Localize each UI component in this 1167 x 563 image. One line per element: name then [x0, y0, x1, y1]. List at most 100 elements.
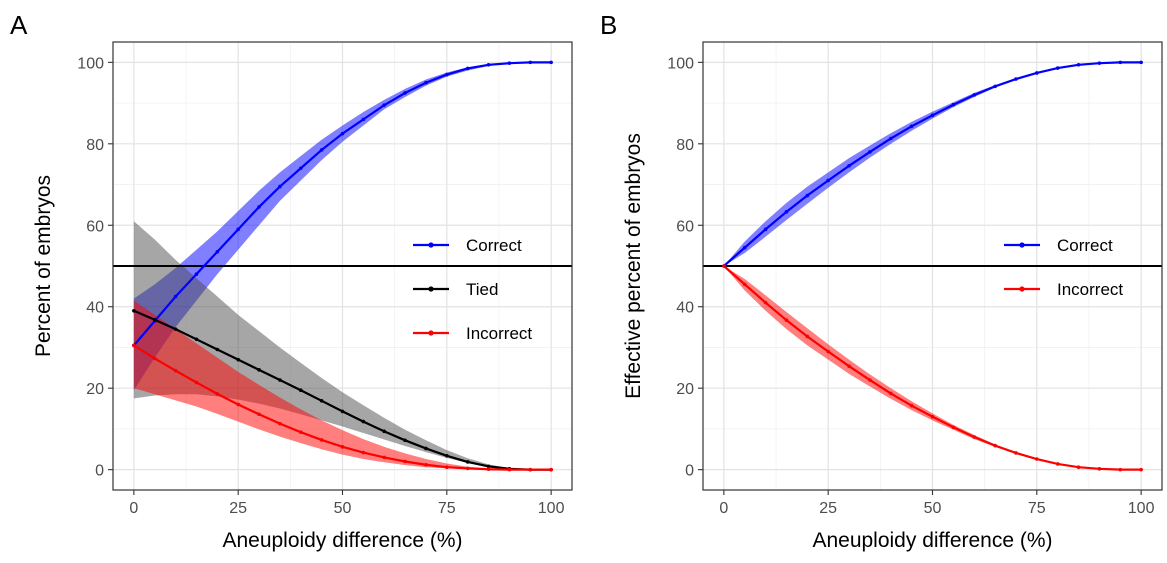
y-tick-label: 100 [667, 55, 694, 72]
data-point [403, 91, 407, 95]
data-point [486, 464, 491, 469]
data-point [403, 438, 407, 443]
band-tied [133, 221, 552, 470]
data-point [951, 102, 956, 107]
data-point [424, 462, 428, 467]
data-point [382, 429, 387, 434]
data-point [152, 317, 157, 322]
legend-label: Correct [466, 236, 522, 255]
data-point [805, 334, 810, 339]
data-point [236, 402, 240, 407]
band-correct [133, 62, 552, 391]
data-point [298, 166, 303, 171]
series-incorrect [132, 343, 553, 472]
data-point [972, 435, 977, 439]
series-tied [132, 309, 553, 472]
data-point [930, 113, 935, 118]
data-point [173, 294, 178, 299]
data-point [784, 318, 789, 322]
data-point [361, 419, 366, 424]
data-point [909, 124, 914, 129]
data-point [909, 403, 914, 408]
legend-key-point [428, 286, 434, 292]
data-point [1118, 60, 1123, 65]
x-tick-label: 75 [1028, 500, 1046, 517]
data-point [722, 264, 726, 268]
legend-label: Tied [466, 280, 498, 299]
data-point [152, 356, 157, 361]
data-point [236, 357, 240, 362]
data-point [445, 72, 449, 77]
data-point [930, 414, 935, 419]
x-tick-label: 50 [334, 500, 352, 517]
data-point [1014, 451, 1018, 455]
data-point [382, 103, 387, 107]
data-point [278, 184, 282, 189]
data-point [1139, 467, 1143, 472]
axes: 0 25 50 75 100 0 20 40 60 80 100 [77, 55, 564, 517]
data-point [1076, 63, 1081, 67]
legend-label: Incorrect [466, 324, 532, 343]
data-point [465, 66, 470, 71]
x-tick-label: 25 [229, 500, 247, 517]
y-tick-label: 0 [95, 463, 104, 480]
data-point [194, 337, 199, 342]
legend-key-point [1019, 286, 1025, 292]
data-point [1035, 71, 1039, 75]
data-point [972, 93, 977, 97]
data-point [382, 455, 387, 460]
x-axis-title: Aneuploidy difference (%) [222, 529, 462, 552]
y-tick-label: 60 [676, 218, 694, 235]
data-point [528, 467, 533, 472]
data-point [319, 148, 324, 152]
band-incorrect [133, 300, 552, 470]
data-point [132, 309, 136, 313]
data-point [951, 425, 956, 430]
x-tick-label: 100 [538, 500, 565, 517]
y-tick-label: 0 [685, 463, 694, 480]
data-point [1076, 465, 1081, 469]
data-point [340, 409, 345, 414]
data-point [507, 61, 512, 65]
data-point [132, 343, 136, 348]
data-point [361, 117, 366, 122]
data-point [1118, 467, 1123, 472]
data-point [993, 443, 997, 448]
data-point [465, 460, 470, 464]
series-incorrect [722, 264, 1143, 472]
panel-b: 0 25 50 75 100 0 20 40 60 80 100 Aneuploidy differe… [600, 10, 1163, 552]
y-tick-label: 20 [86, 381, 104, 398]
data-point [763, 300, 768, 305]
y-tick-label: 80 [86, 137, 104, 154]
data-point [215, 249, 220, 254]
data-point [257, 412, 261, 417]
y-axis-title: Effective percent of embryos [622, 133, 645, 399]
data-point [826, 349, 830, 354]
data-point [1014, 77, 1018, 81]
legend: Correct Incorrect [1004, 236, 1123, 299]
data-point [465, 466, 470, 471]
y-tick-label: 40 [676, 300, 694, 317]
data-point [549, 467, 553, 472]
legend: Correct Tied Incorrect [413, 236, 532, 343]
legend-item-correct: Correct [1004, 236, 1113, 255]
x-tick-label: 100 [1128, 500, 1155, 517]
y-tick-label: 60 [86, 218, 104, 235]
y-tick-label: 40 [86, 300, 104, 317]
data-point [445, 465, 449, 469]
x-tick-label: 75 [438, 500, 456, 517]
panel-a: 0 25 50 75 100 0 20 40 60 80 100 Aneuploidy differe… [10, 10, 573, 552]
legend-item-incorrect: Incorrect [1004, 280, 1123, 299]
y-tick-label: 80 [676, 137, 694, 154]
data-point [993, 84, 997, 89]
data-point [868, 150, 872, 154]
y-axis-title: Percent of embryos [32, 175, 55, 357]
data-point [278, 421, 282, 426]
data-point [424, 80, 428, 85]
data-point [424, 446, 428, 451]
x-tick-label: 0 [719, 500, 728, 517]
legend-key-point [1019, 242, 1025, 248]
data-point [257, 368, 261, 372]
